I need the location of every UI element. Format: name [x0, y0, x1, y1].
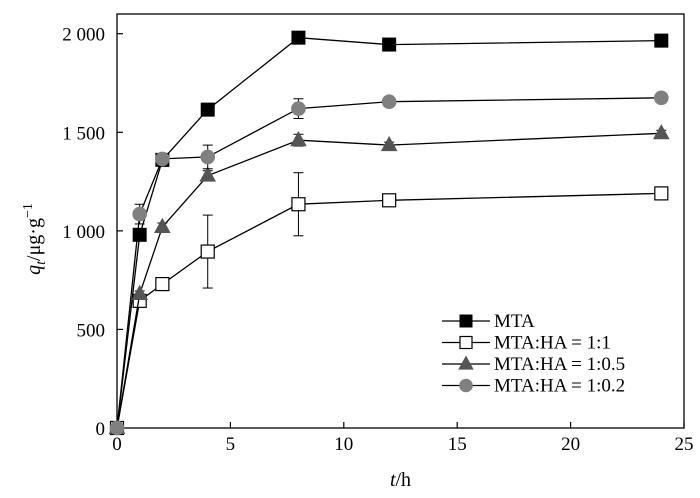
x-axis-ticks: 0 5 10 15 20 25 — [112, 422, 694, 455]
data-point — [290, 131, 307, 147]
x-axis-unit: /h — [396, 469, 412, 491]
data-point — [200, 102, 215, 117]
x-tick-label: 10 — [334, 434, 353, 455]
data-point — [380, 135, 398, 152]
x-axis-label: t/h — [390, 469, 411, 491]
series-4 — [109, 90, 669, 436]
legend-label: MTA — [494, 311, 535, 332]
legend-label: MTA:HA = 1:0.2 — [494, 376, 625, 397]
y-axis-label: qt/μg·g−1 — [21, 203, 49, 275]
legend-item-3: MTA:HA = 1:0.5 — [442, 354, 625, 375]
data-point — [132, 227, 147, 242]
x-tick-label: 5 — [226, 434, 236, 455]
data-point — [653, 90, 669, 106]
data-point — [199, 166, 217, 182]
y-tick-label: 1 000 — [62, 222, 105, 243]
data-point — [200, 244, 215, 259]
data-point — [654, 186, 669, 201]
x-tick-label: 0 — [112, 434, 122, 455]
legend-item-1: MTA — [442, 311, 535, 332]
legend-label: MTA:HA = 1:0.5 — [494, 354, 625, 375]
legend-marker — [458, 355, 474, 370]
x-axis-var: t — [390, 469, 396, 491]
legend-item-2: MTA:HA = 1:1 — [442, 333, 611, 354]
y-axis-unit: /μg·g — [23, 218, 45, 261]
legend-marker — [459, 314, 473, 328]
legend-item-4: MTA:HA = 1:0.2 — [442, 376, 625, 397]
x-tick-label: 15 — [448, 434, 467, 455]
data-point — [155, 151, 170, 167]
y-axis-var-subscript: t — [34, 260, 49, 265]
x-tick-label: 25 — [675, 434, 694, 455]
y-axis-unit-superscript: −1 — [21, 203, 36, 218]
data-point — [131, 284, 148, 300]
y-axis-var: q — [23, 265, 45, 275]
data-point — [132, 206, 148, 222]
y-tick-label: 1 500 — [62, 123, 105, 144]
legend-marker — [459, 378, 473, 393]
y-tick-label: 2 000 — [62, 25, 105, 46]
data-point — [155, 276, 170, 292]
data-point — [654, 33, 669, 48]
plot-frame — [116, 13, 685, 429]
y-tick-label: 500 — [77, 320, 106, 341]
data-point — [291, 101, 306, 116]
data-point — [382, 37, 397, 52]
y-axis-ticks: 0 500 1 000 1 500 2 000 — [62, 25, 123, 440]
data-point — [109, 420, 125, 436]
legend-label: MTA:HA = 1:1 — [494, 333, 611, 354]
y-tick-label: 0 — [96, 419, 106, 440]
data-point — [154, 217, 171, 233]
data-point — [653, 124, 670, 140]
data-point — [291, 30, 306, 45]
data-point — [381, 94, 397, 110]
data-point — [291, 197, 306, 212]
series-layer — [108, 30, 670, 436]
legend-marker — [459, 335, 473, 350]
x-tick-label: 20 — [561, 434, 580, 455]
data-point — [200, 149, 216, 165]
data-point — [382, 193, 397, 208]
